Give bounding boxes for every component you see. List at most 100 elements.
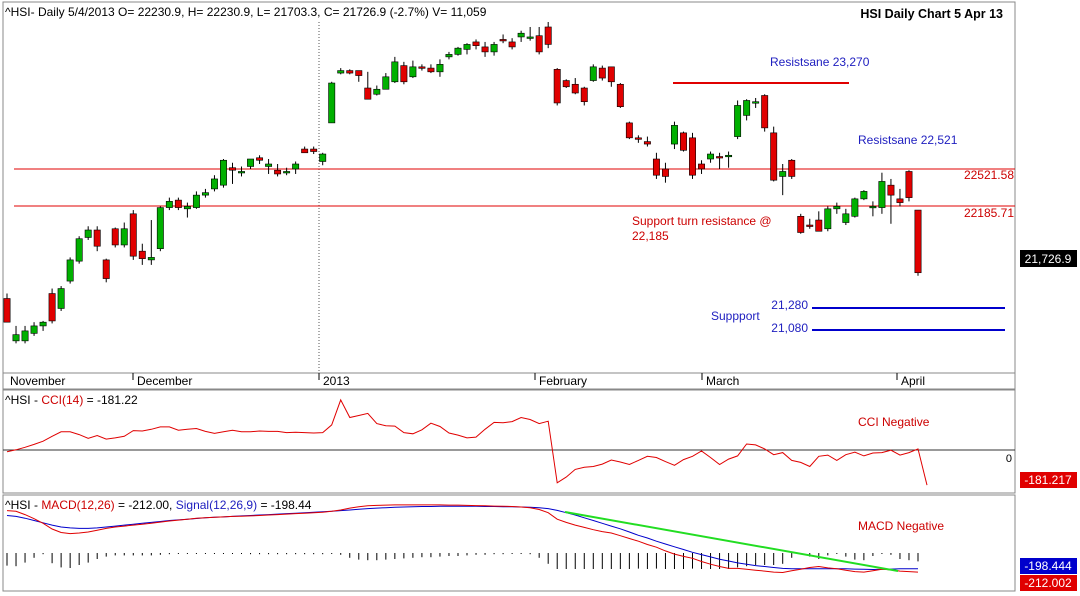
candle-body-up (165, 201, 173, 208)
candle (391, 56, 399, 84)
signal-value-tag: -198.444 (1024, 559, 1072, 573)
candle-body-down (364, 87, 372, 100)
candles-group (3, 22, 922, 344)
candle-body-up (824, 208, 832, 230)
candle-body-up (292, 163, 300, 170)
candle (589, 64, 597, 82)
candle-body-up (833, 206, 841, 210)
candle (607, 66, 615, 87)
candle (48, 288, 56, 324)
candle (120, 222, 128, 248)
candle (634, 135, 642, 143)
candle-body-up (445, 54, 453, 58)
candle (21, 325, 29, 344)
support-turn-resistance-value: 22,185 (632, 229, 669, 243)
candle (869, 201, 877, 217)
candle-body-up (707, 153, 715, 160)
candle-body-up (156, 207, 164, 249)
candle (247, 158, 254, 169)
candle (111, 227, 119, 248)
candle (310, 146, 318, 155)
signal-label-name: Signal(12,26,9) (176, 498, 257, 512)
candle (689, 132, 696, 179)
macd-trendline (564, 511, 899, 572)
macd-label-name: MACD(12,26) (41, 498, 114, 512)
candle-body-down (661, 168, 669, 177)
cci-negative-note: CCI Negative (858, 415, 930, 429)
candle (896, 188, 904, 207)
candle-body-up (517, 32, 525, 38)
candle (490, 41, 498, 56)
candle-body-down (797, 216, 805, 233)
signal-line (6, 505, 918, 571)
candle-body-down (508, 41, 516, 48)
candle-body-down (472, 41, 480, 46)
candle-body-up (30, 325, 38, 334)
candle-body-down (914, 209, 922, 274)
candle (229, 162, 236, 184)
candle (400, 61, 408, 85)
candle-body-down (102, 259, 110, 279)
candle (283, 167, 291, 176)
candle (544, 22, 552, 49)
candle (698, 160, 705, 174)
candle-body-down (815, 219, 823, 232)
candle (129, 210, 137, 260)
candle-body-down (499, 39, 507, 42)
candle (3, 293, 11, 323)
macd-panel-frame (2, 494, 1016, 592)
candle-body-up (373, 88, 381, 95)
candle-body-down (427, 67, 435, 73)
candle (265, 159, 273, 174)
chart-title: HSI Daily Chart 5 Apr 13 (860, 7, 1003, 21)
candle-body-up (147, 257, 155, 261)
candle (661, 162, 669, 183)
cci-label-name: CCI(14) (41, 393, 83, 407)
month-label-december: December (137, 374, 192, 388)
candle (779, 163, 787, 196)
candle (472, 39, 480, 50)
candle-body-up (671, 125, 678, 145)
candle (481, 41, 489, 57)
candle-body-down (355, 70, 363, 76)
macd-line (6, 504, 919, 574)
month-label-february: February (539, 374, 587, 388)
candle-body-down (571, 83, 579, 94)
candle (788, 159, 796, 179)
candle (553, 68, 561, 106)
candle (743, 99, 751, 121)
candle-body-down (680, 132, 687, 151)
candle-body-up (734, 105, 742, 137)
candle-body-up (842, 213, 850, 223)
candle-body-up (463, 44, 471, 50)
cci-line (6, 398, 928, 486)
candle (427, 64, 435, 74)
candle (752, 97, 760, 108)
candle (147, 220, 155, 265)
support-turn-resistance-label: Support turn resistance @ (632, 214, 772, 228)
candle-body-down (418, 66, 426, 69)
cci-value-tag: -181.217 (1024, 473, 1072, 487)
candle-body-up (66, 259, 74, 282)
candle (770, 126, 778, 182)
candle-body-up (201, 192, 209, 196)
candle-body-down (788, 159, 796, 177)
candle-body-down (887, 184, 895, 196)
candle-body-up (391, 61, 399, 83)
candle-body-down (761, 95, 769, 129)
level-22521-value: 22521.58 (964, 168, 1014, 182)
candle-body-down (274, 169, 282, 175)
candle-body-down (310, 148, 318, 152)
candle-body-up (75, 238, 83, 262)
month-label-april: April (901, 374, 925, 388)
candle (824, 206, 832, 232)
candle-body-down (634, 137, 642, 140)
resistance-22521-label: Resistsane 22,521 (858, 133, 958, 147)
candle (355, 70, 363, 82)
support-label: Suppport (711, 309, 760, 323)
candle-body-up (869, 206, 877, 209)
candle (562, 79, 570, 89)
candle (292, 161, 300, 174)
candle (445, 51, 453, 60)
candle-body-down (174, 199, 182, 208)
